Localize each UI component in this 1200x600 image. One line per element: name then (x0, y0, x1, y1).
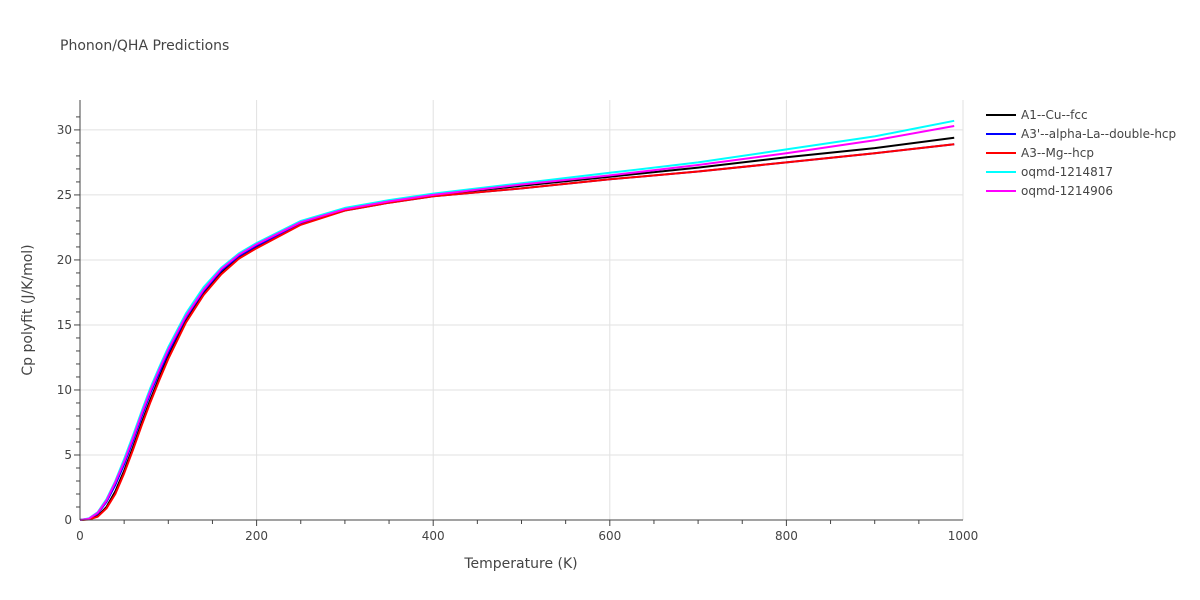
chart-title: Phonon/QHA Predictions (60, 38, 229, 54)
y-tick-label: 30 (57, 123, 72, 137)
y-tick-label: 25 (57, 188, 72, 202)
grid-lines (80, 100, 964, 520)
y-tick-label: 5 (64, 448, 72, 462)
y-tick-label: 10 (57, 383, 72, 397)
legend-item[interactable]: oqmd-1214906 (986, 184, 1113, 198)
y-tick-label: 15 (57, 318, 72, 332)
axes (74, 100, 963, 526)
legend-item[interactable]: A3--Mg--hcp (986, 146, 1094, 160)
legend-item[interactable]: A1--Cu--fcc (986, 108, 1088, 122)
y-tick-label: 20 (57, 253, 72, 267)
legend-label: A3--Mg--hcp (1021, 146, 1094, 160)
y-tick-label: 0 (64, 513, 72, 527)
legend-item[interactable]: oqmd-1214817 (986, 165, 1113, 179)
tick-labels: 0 200 400 600 800 1000 0 5 10 15 20 25 30 (57, 123, 979, 543)
x-tick-label: 200 (245, 529, 268, 543)
legend-label: oqmd-1214906 (1021, 184, 1113, 198)
legend[interactable]: A1--Cu--fcc A3'--alpha-La--double-hcp A3--… (986, 108, 1176, 198)
plot-area[interactable] (79, 119, 955, 521)
series-line-3[interactable] (79, 143, 955, 521)
series-line-2[interactable] (79, 143, 955, 521)
series-line-5[interactable] (79, 125, 955, 521)
x-tick-label: 0 (76, 529, 84, 543)
x-axis-title: Temperature (K) (463, 556, 577, 572)
x-tick-label: 600 (598, 529, 621, 543)
legend-item[interactable]: A3'--alpha-La--double-hcp (986, 127, 1176, 141)
x-tick-label: 1000 (948, 529, 979, 543)
legend-label: oqmd-1214817 (1021, 165, 1113, 179)
legend-label: A1--Cu--fcc (1021, 108, 1088, 122)
legend-label: A3'--alpha-La--double-hcp (1021, 127, 1176, 141)
y-axis-title: Cp polyfit (J/K/mol) (20, 244, 36, 375)
x-tick-label: 400 (422, 529, 445, 543)
series-line-4[interactable] (79, 119, 955, 521)
x-tick-label: 800 (775, 529, 798, 543)
